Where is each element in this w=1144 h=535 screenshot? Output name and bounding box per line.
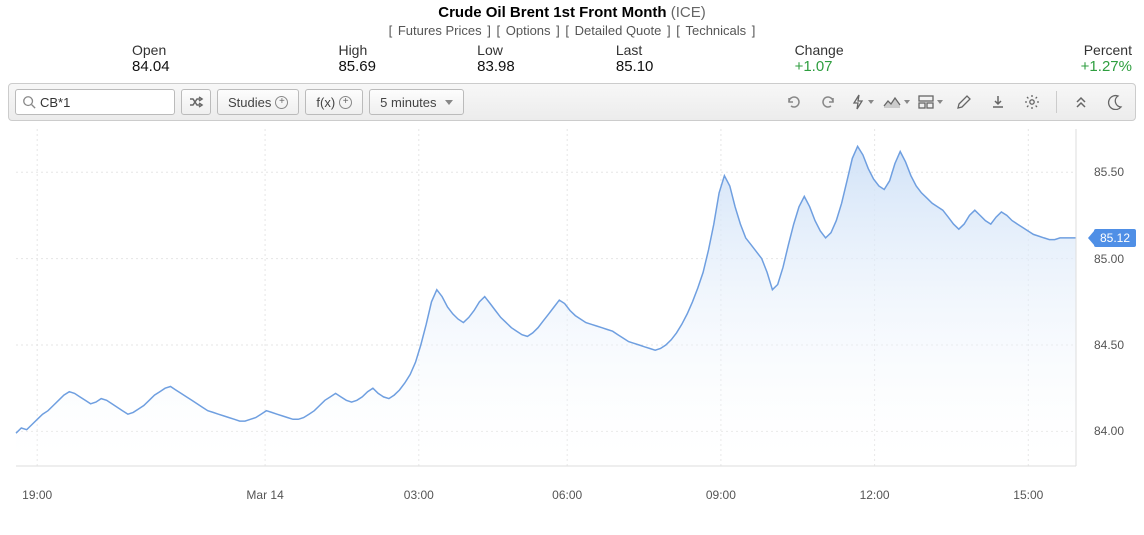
tab-options[interactable]: Options [506, 23, 551, 38]
settings-button[interactable] [1018, 89, 1046, 115]
tab-technicals[interactable]: Technicals [685, 23, 746, 38]
chevrons-up-icon [1074, 94, 1088, 110]
last-price-tag: 85.12 [1094, 229, 1136, 247]
exchange-name: (ICE) [671, 4, 706, 21]
y-axis-label: 85.50 [1094, 165, 1124, 179]
studies-label: Studies [228, 95, 271, 110]
fx-label: f(x) [316, 95, 335, 110]
compare-button[interactable] [181, 89, 211, 115]
symbol-search[interactable] [15, 89, 175, 115]
percent-label: Percent [993, 42, 1132, 58]
y-axis-label: 84.00 [1094, 424, 1124, 438]
plus-icon: + [339, 96, 352, 109]
download-icon [990, 94, 1006, 110]
change-value: +1.07 [795, 58, 934, 75]
pencil-icon [956, 94, 972, 110]
collapse-button[interactable] [1067, 89, 1095, 115]
quote-bar: Open 84.04 High 85.69 Low 83.98 Last 85.… [0, 40, 1144, 83]
header-tabs: [ Futures Prices ] [ Options ] [ Detaile… [0, 23, 1144, 38]
events-button[interactable] [848, 89, 876, 115]
interval-label: 5 minutes [380, 95, 436, 110]
layout-icon [918, 95, 934, 109]
download-button[interactable] [984, 89, 1012, 115]
undo-icon [785, 93, 803, 111]
studies-button[interactable]: Studies + [217, 89, 299, 115]
x-axis-label: Mar 14 [246, 488, 283, 502]
high-value: 85.69 [338, 58, 477, 75]
search-icon [22, 95, 36, 109]
bolt-icon [851, 94, 865, 110]
tab-detailed-quote[interactable]: Detailed Quote [575, 23, 662, 38]
moon-icon [1107, 94, 1123, 110]
draw-button[interactable] [950, 89, 978, 115]
gear-icon [1024, 94, 1040, 110]
redo-button[interactable] [814, 89, 842, 115]
change-label: Change [795, 42, 934, 58]
high-label: High [338, 42, 477, 58]
instrument-name: Crude Oil Brent 1st Front Month [438, 4, 666, 21]
chart-type-button[interactable] [882, 89, 910, 115]
last-label: Last [616, 42, 755, 58]
price-chart[interactable]: 84.00 84.50 85.00 85.50 19:00 Mar 14 03:00 06:0… [8, 121, 1136, 506]
open-label: Open [132, 42, 298, 58]
x-axis-label: 12:00 [860, 488, 890, 502]
page-title: Crude Oil Brent 1st Front Month (ICE) [0, 4, 1144, 21]
chart-toolbar: Studies + f(x) + 5 minutes [8, 83, 1136, 121]
x-axis-label: 15:00 [1013, 488, 1043, 502]
redo-icon [819, 93, 837, 111]
x-axis-label: 09:00 [706, 488, 736, 502]
y-axis-label: 84.50 [1094, 338, 1124, 352]
last-value: 85.10 [616, 58, 755, 75]
chevron-down-icon [445, 100, 453, 105]
plus-icon: + [275, 96, 288, 109]
area-chart-icon [883, 95, 901, 109]
layout-button[interactable] [916, 89, 944, 115]
low-value: 83.98 [477, 58, 616, 75]
shuffle-icon [188, 94, 204, 110]
symbol-input[interactable] [40, 95, 168, 110]
interval-button[interactable]: 5 minutes [369, 89, 463, 115]
tab-futures-prices[interactable]: Futures Prices [398, 23, 482, 38]
percent-value: +1.27% [993, 58, 1132, 75]
chart-svg [8, 121, 1136, 506]
undo-button[interactable] [780, 89, 808, 115]
open-value: 84.04 [132, 58, 298, 75]
x-axis-label: 19:00 [22, 488, 52, 502]
fx-button[interactable]: f(x) + [305, 89, 363, 115]
x-axis-label: 06:00 [552, 488, 582, 502]
x-axis-label: 03:00 [404, 488, 434, 502]
theme-button[interactable] [1101, 89, 1129, 115]
low-label: Low [477, 42, 616, 58]
y-axis-label: 85.00 [1094, 252, 1124, 266]
